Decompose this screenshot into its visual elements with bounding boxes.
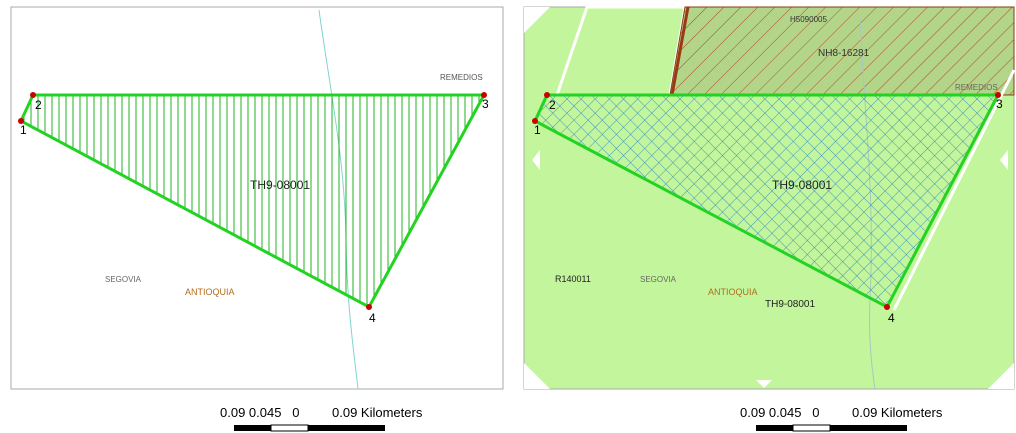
pan-east-arrow[interactable] bbox=[1000, 150, 1008, 170]
scale-bar-label: 0.09 0.045 0 0.09 Kilometers bbox=[740, 405, 943, 420]
title-label-secondary: TH9-08001 bbox=[765, 299, 815, 310]
vertex-marker bbox=[30, 92, 36, 98]
vertex-marker bbox=[884, 304, 890, 310]
map-canvas-right: 1 2 3 4 TH9-08001 H5090005 NH8-16281 REM… bbox=[523, 5, 1016, 390]
vertex-label-4: 4 bbox=[888, 311, 895, 325]
vertex-label-2: 2 bbox=[549, 98, 556, 112]
map-panel-right: 1 2 3 4 TH9-08001 H5090005 NH8-16281 REM… bbox=[510, 0, 1016, 433]
region-label: R140011 bbox=[555, 274, 591, 284]
place-label-segovia: SEGOVIA bbox=[640, 275, 677, 284]
title-boundary bbox=[670, 6, 690, 96]
map-corner bbox=[524, 363, 550, 389]
scale-bar-label: 0.09 0.045 0 0.09 Kilometers bbox=[220, 405, 423, 420]
title-parcel-nh8-hatch bbox=[669, 6, 1015, 96]
place-label-remedios: REMEDIOS bbox=[440, 73, 483, 82]
title-label-nh8: NH8-16281 bbox=[818, 48, 870, 59]
vertex-label-4: 4 bbox=[369, 311, 376, 325]
vertex-label-1: 1 bbox=[20, 123, 27, 137]
vertex-marker bbox=[481, 92, 487, 98]
road-line bbox=[892, 69, 1016, 311]
place-label-antioquia: ANTIOQUIA bbox=[185, 287, 235, 297]
vertex-label-3: 3 bbox=[996, 97, 1003, 111]
place-label-segovia: SEGOVIA bbox=[105, 275, 142, 284]
place-label-remedios: REMEDIOS bbox=[955, 83, 998, 92]
map-panel-left: 1 2 3 4 TH9-08001 REMEDIOS SEGOVIA ANTIO… bbox=[10, 6, 504, 432]
vertex-marker bbox=[532, 118, 538, 124]
title-label-h5090005: H5090005 bbox=[790, 15, 827, 24]
vertex-label-2: 2 bbox=[35, 98, 42, 112]
parcel-label: TH9-08001 bbox=[250, 178, 310, 192]
pan-west-arrow[interactable] bbox=[532, 150, 540, 170]
vertex-marker bbox=[544, 92, 550, 98]
map-corner bbox=[524, 7, 550, 33]
vertex-marker bbox=[18, 118, 24, 124]
parcel-label: TH9-08001 bbox=[772, 178, 832, 192]
vertex-label-1: 1 bbox=[534, 123, 541, 137]
place-label-antioquia: ANTIOQUIA bbox=[708, 287, 758, 297]
vertex-marker bbox=[995, 92, 1001, 98]
vertex-marker bbox=[366, 304, 372, 310]
vertex-label-3: 3 bbox=[482, 97, 489, 111]
pan-south-arrow[interactable] bbox=[756, 380, 772, 388]
map-canvas-left: 1 2 3 4 TH9-08001 REMEDIOS SEGOVIA ANTIO… bbox=[10, 6, 504, 390]
map-corner bbox=[988, 363, 1014, 389]
